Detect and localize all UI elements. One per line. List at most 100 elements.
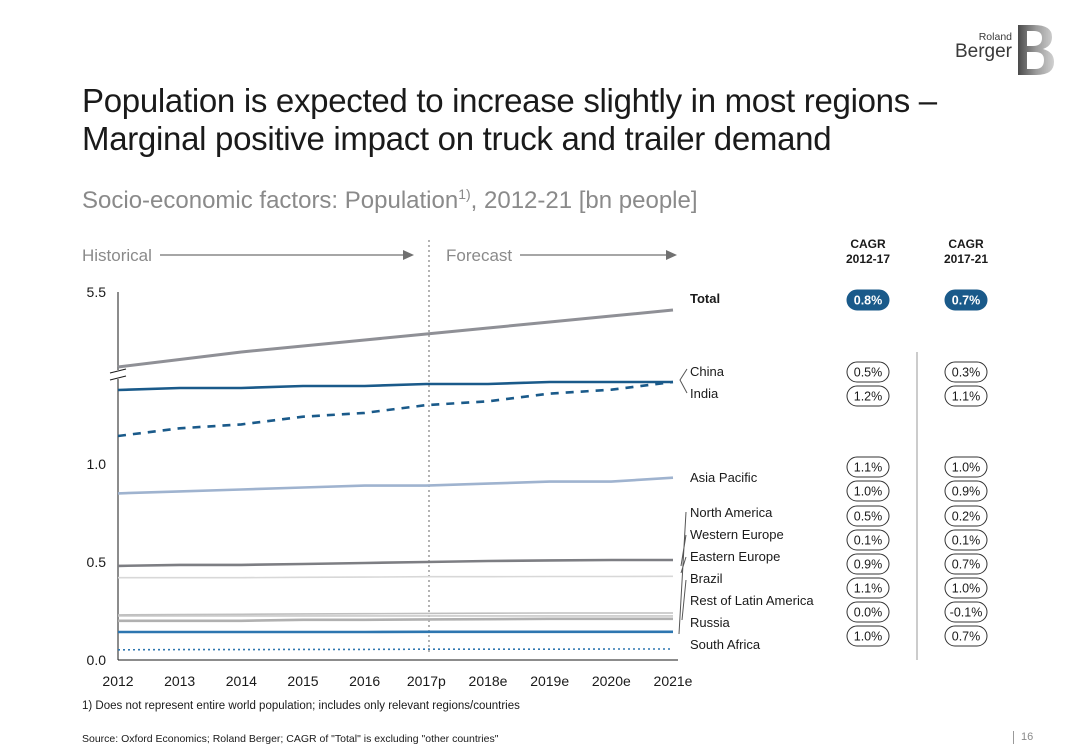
axis-break-gap <box>110 370 126 379</box>
x-tick-label: 2016 <box>349 673 380 689</box>
series-line-asia-pacific <box>117 476 674 495</box>
series-label-layer: Total China India Asia Pacific North America… <box>678 291 814 652</box>
cagr-value: 1.1% <box>854 582 883 596</box>
y-tick-label: 5.5 <box>87 284 107 300</box>
bracket-regions <box>678 511 687 635</box>
series-label: Asia Pacific <box>690 470 758 485</box>
cagr-value: 0.2% <box>952 510 981 524</box>
series-line-total <box>117 308 674 369</box>
cagr-value: 1.0% <box>854 630 883 644</box>
x-tick-label: 2019e <box>530 673 569 689</box>
cagr-pill <box>846 480 890 502</box>
cagr-pill <box>846 456 890 478</box>
cagr-pill <box>846 529 890 551</box>
cagr-pill <box>846 601 890 623</box>
cagr-value: 0.7% <box>952 294 981 308</box>
cagr-pill <box>944 289 988 311</box>
logo-b-mark <box>1018 25 1054 75</box>
page-title-line-2: Marginal positive impact on truck and tr… <box>82 120 832 157</box>
cagr-pill <box>944 361 988 383</box>
cagr-value: 0.1% <box>952 534 981 548</box>
x-tick-label: 2014 <box>226 673 257 689</box>
page-title-line-1: Population is expected to increase sligh… <box>82 82 937 119</box>
cagr-value: 1.0% <box>952 582 981 596</box>
x-tick-layer: 2012 2013 2014 2015 2016 2017p 2018e 2019e 2020e… <box>102 673 692 689</box>
logo-text-roland: Roland <box>978 31 1012 43</box>
footnote: 1) Does not represent entire world popul… <box>82 700 520 712</box>
cagr-header: 2017-21 <box>944 252 988 266</box>
cagr-value: -0.1% <box>950 606 983 620</box>
page-number-divider <box>1013 731 1014 744</box>
cagr-pill <box>944 505 988 527</box>
subtitle-text: Socio-economic factors: Population <box>82 187 459 214</box>
series-label: Brazil <box>690 571 723 586</box>
series-label: South Africa <box>690 637 761 652</box>
cagr-pill <box>846 553 890 575</box>
page-title: Population is expected to increase sligh… <box>82 82 962 158</box>
cagr-header: CAGR <box>948 237 984 251</box>
cagr-value: 1.0% <box>952 461 981 475</box>
series-label: North America <box>690 505 773 520</box>
axis-break-mark-1 <box>109 368 127 374</box>
forecast-label: Forecast <box>446 246 512 265</box>
cagr-value: 0.7% <box>952 558 981 572</box>
cagr-pill <box>944 529 988 551</box>
subtitle-suffix: , 2012-21 [bn people] <box>470 187 698 214</box>
bracket-china-india <box>679 368 688 394</box>
cagr-pill <box>944 577 988 599</box>
cagr-value: 0.7% <box>952 630 981 644</box>
cagr-value: 0.8% <box>854 294 883 308</box>
forecast-arrow-head <box>666 250 677 260</box>
cagr-value: 0.9% <box>854 558 883 572</box>
cagr-value: 0.3% <box>952 366 981 380</box>
y-tick-label: 0.0 <box>87 652 107 668</box>
x-tick-label: 2020e <box>592 673 631 689</box>
series-layer <box>117 308 674 651</box>
roland-berger-logo: Roland Berger <box>946 24 1056 76</box>
x-tick-label: 2017p <box>407 673 446 689</box>
x-tick-label: 2013 <box>164 673 195 689</box>
cagr-value: 0.1% <box>854 534 883 548</box>
series-label: India <box>690 386 719 401</box>
cagr-value: 0.0% <box>854 606 883 620</box>
x-tick-label: 2012 <box>102 673 133 689</box>
series-line-south-africa <box>117 648 673 651</box>
axis-break-mark-2 <box>109 375 127 381</box>
cagr-pill <box>944 385 988 407</box>
x-tick-label: 2015 <box>287 673 318 689</box>
source-note: Source: Oxford Economics; Roland Berger;… <box>82 733 499 745</box>
x-tick-label: 2018e <box>469 673 508 689</box>
series-label: China <box>690 364 725 379</box>
cagr-pill <box>944 480 988 502</box>
cagr-pill <box>846 625 890 647</box>
x-tick-label: 2021e <box>654 673 693 689</box>
series-line-rest-of-latin-america <box>117 612 673 616</box>
cagr-pill <box>944 553 988 575</box>
series-line-north-america <box>117 558 673 568</box>
cagr-value: 0.5% <box>854 510 883 524</box>
series-label: Rest of Latin America <box>690 593 814 608</box>
cagr-header: CAGR <box>850 237 886 251</box>
y-tick-label: 0.5 <box>87 554 107 570</box>
series-line-brazil <box>118 617 673 623</box>
cagr-value: 1.0% <box>854 485 883 499</box>
chart-subtitle: Socio-economic factors: Population1), 20… <box>82 186 698 215</box>
cagr-header: 2012-17 <box>846 252 890 266</box>
cagr-pill <box>944 625 988 647</box>
series-line-western-europe <box>118 575 674 579</box>
series-label: Russia <box>690 615 731 630</box>
cagr-value: 0.5% <box>854 366 883 380</box>
cagr-pill <box>944 601 988 623</box>
historical-label: Historical <box>82 246 152 265</box>
y-tick-label: 1.0 <box>87 456 107 472</box>
cagr-pill <box>944 456 988 478</box>
cagr-value: 1.1% <box>952 390 981 404</box>
cagr-pill <box>846 505 890 527</box>
logo-text-berger: Berger <box>954 41 1012 62</box>
cagr-pill <box>846 577 890 599</box>
series-line-china <box>117 380 673 392</box>
historical-arrow-head <box>403 250 414 260</box>
series-label: Western Europe <box>690 527 784 542</box>
